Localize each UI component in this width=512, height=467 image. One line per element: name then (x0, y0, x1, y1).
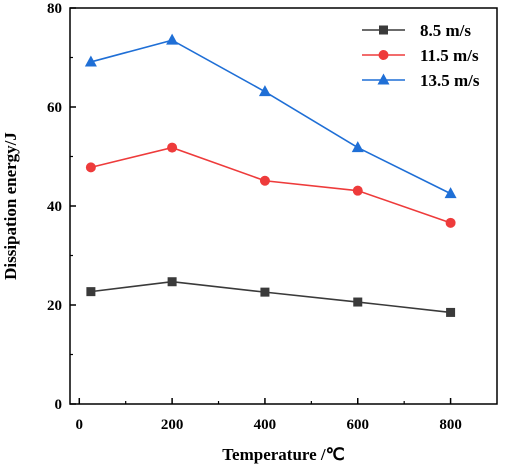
series-line (90, 280, 451, 314)
data-point (445, 217, 456, 228)
legend-label: 8.5 m/s (420, 21, 471, 40)
legend-label: 13.5 m/s (420, 71, 480, 90)
series-line (90, 39, 451, 195)
x-tick-label: 600 (347, 417, 370, 433)
data-point (258, 85, 271, 97)
data-point (167, 142, 178, 153)
data-point (259, 175, 270, 186)
y-tick-label: 20 (47, 298, 62, 314)
data-point (166, 33, 179, 45)
legend-item: 8.5 m/s (362, 21, 471, 40)
series-11-5-m-s (85, 142, 456, 228)
data-point (352, 185, 363, 196)
data-point (351, 141, 364, 153)
data-point (444, 187, 457, 199)
data-point (167, 277, 177, 287)
legend-marker (379, 25, 388, 35)
y-axis: 0 20 40 60 80 (47, 1, 76, 413)
y-tick-label: 40 (47, 199, 62, 215)
data-point (260, 287, 270, 297)
y-tick-label: 60 (47, 100, 62, 116)
y-tick-label: 80 (47, 1, 62, 17)
x-tick-label: 200 (161, 417, 184, 433)
legend: 8.5 m/s 11.5 m/s 13.5 m/s (362, 21, 480, 90)
data-point (446, 307, 456, 317)
plot-area (69, 7, 498, 405)
x-tick-label: 0 (76, 417, 84, 433)
data-point (353, 297, 363, 307)
x-tick-label: 800 (439, 417, 462, 433)
legend-label: 11.5 m/s (420, 46, 479, 65)
x-axis-title: Temperature /℃ (222, 445, 345, 464)
series-8-5-m-s (86, 277, 456, 317)
series-13-5-m-s (84, 33, 457, 199)
legend-item: 11.5 m/s (362, 46, 479, 65)
x-axis: 0 200 400 600 800 (76, 398, 462, 433)
x-tick-label: 400 (254, 417, 277, 433)
series-line (90, 146, 451, 224)
series-layer (84, 33, 457, 317)
plot-frame (69, 7, 498, 405)
legend-marker (378, 50, 389, 60)
legend-item: 13.5 m/s (362, 71, 480, 90)
y-tick-label: 0 (55, 397, 63, 413)
data-point (84, 55, 97, 67)
data-point (85, 162, 96, 173)
y-axis-title: Dissipation energy/J (1, 132, 20, 280)
data-point (86, 287, 96, 297)
legend-marker (377, 73, 390, 85)
